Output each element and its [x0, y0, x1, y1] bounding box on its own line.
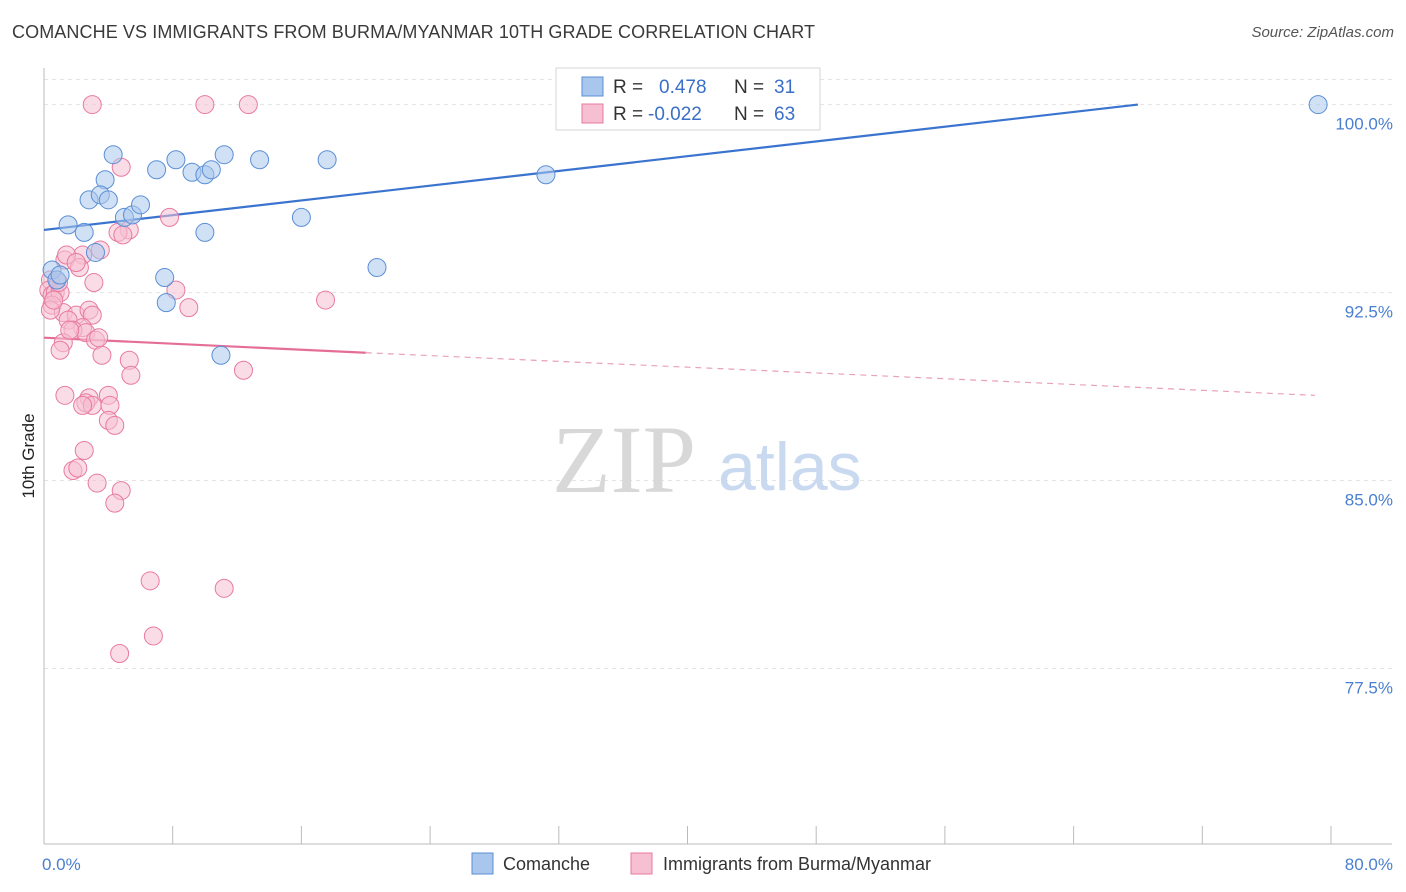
legend-label-comanche: Comanche	[503, 854, 590, 874]
point-burma-29	[89, 328, 109, 348]
point-burma-48	[87, 473, 107, 493]
data-points	[39, 95, 1328, 664]
trend-line-comanche	[43, 103, 1139, 232]
point-burma-18	[166, 280, 186, 300]
chart-source: Source: ZipAtlas.com	[1251, 24, 1394, 41]
point-comanche-29	[50, 265, 70, 285]
point-burma-36	[55, 385, 75, 405]
point-burma-35	[233, 360, 253, 380]
point-comanche-18	[214, 145, 234, 165]
point-burma-56	[44, 290, 64, 310]
watermark-zip: ZIP	[552, 406, 696, 513]
watermark-atlas: atlas	[718, 429, 862, 505]
y-axis-title: 10th Grade	[19, 413, 38, 498]
point-comanche-11	[131, 195, 151, 215]
point-comanche-22	[155, 268, 175, 288]
watermark: ZIP atlas	[552, 406, 862, 513]
tick-labels: 100.0% 92.5% 85.0% 77.5% 0.0% 80.0%	[42, 115, 1393, 874]
legend-label-burma: Immigrants from Burma/Myanmar	[663, 854, 931, 874]
stats-n-label-1: N =	[734, 104, 764, 125]
point-burma-32	[92, 345, 112, 365]
point-burma-58	[60, 320, 80, 340]
point-burma-20	[316, 290, 336, 310]
trend-line-burma-extension	[365, 352, 1315, 396]
point-comanche-28	[1308, 95, 1328, 115]
point-burma-62	[66, 252, 86, 272]
stats-n-label-0: N =	[734, 77, 764, 98]
point-comanche-17	[195, 222, 215, 242]
axes	[43, 68, 1392, 845]
stats-r-label-1: R =	[613, 104, 643, 125]
point-burma-34	[121, 365, 141, 385]
point-comanche-2	[58, 215, 78, 235]
point-comanche-20	[291, 207, 311, 227]
point-comanche-21	[317, 150, 337, 170]
point-comanche-23	[156, 293, 176, 313]
point-comanche-25	[367, 258, 387, 278]
stats-r-label-0: R =	[613, 77, 643, 98]
x-tick-label-1: 80.0%	[1345, 855, 1393, 874]
point-burma-45	[74, 440, 94, 460]
stats-r-value-1: -0.022	[648, 104, 702, 125]
point-burma-51	[140, 571, 160, 591]
point-comanche-4	[85, 242, 105, 262]
point-comanche-19	[250, 150, 270, 170]
stats-legend-box: R = 0.478 N = 31 R = -0.022 N = 63	[555, 67, 821, 131]
legend-swatch-burma	[630, 852, 653, 875]
point-comanche-16	[201, 160, 221, 180]
legend-swatch-comanche	[471, 852, 494, 875]
point-comanche-30	[103, 145, 123, 165]
point-burma-23	[82, 305, 102, 325]
point-comanche-26	[536, 165, 556, 185]
point-comanche-13	[166, 150, 186, 170]
y-tick-label-2: 85.0%	[1345, 491, 1393, 510]
point-burma-19	[179, 298, 199, 318]
y-tick-label-3: 77.5%	[1345, 679, 1393, 698]
point-comanche-8	[98, 190, 118, 210]
stats-n-value-0: 31	[774, 77, 795, 98]
point-burma-0	[82, 95, 102, 115]
stats-swatch-burma	[581, 103, 604, 124]
y-tick-label-0: 100.0%	[1335, 115, 1393, 134]
trend-lines	[43, 103, 1315, 396]
stats-swatch-comanche	[581, 76, 604, 97]
x-tick-label-0: 0.0%	[42, 855, 81, 874]
point-burma-52	[214, 578, 234, 598]
chart-title: COMANCHE VS IMMIGRANTS FROM BURMA/MYANMA…	[12, 22, 816, 42]
point-burma-53	[143, 626, 163, 646]
point-comanche-3	[74, 222, 94, 242]
point-burma-59	[84, 273, 104, 293]
point-burma-54	[110, 644, 130, 664]
point-comanche-24	[211, 345, 231, 365]
bottom-legend: Comanche Immigrants from Burma/Myanmar	[471, 852, 931, 875]
point-burma-44	[105, 415, 125, 435]
point-burma-60	[113, 225, 133, 245]
point-burma-50	[105, 493, 125, 513]
point-comanche-12	[147, 160, 167, 180]
y-tick-label-1: 92.5%	[1345, 303, 1393, 322]
stats-n-value-1: 63	[774, 104, 795, 125]
point-burma-4	[159, 207, 179, 227]
point-burma-41	[73, 395, 93, 415]
point-burma-47	[68, 458, 88, 478]
point-burma-2	[238, 95, 258, 115]
point-burma-31	[50, 340, 70, 360]
point-burma-1	[195, 95, 215, 115]
stats-r-value-0: 0.478	[659, 77, 707, 98]
